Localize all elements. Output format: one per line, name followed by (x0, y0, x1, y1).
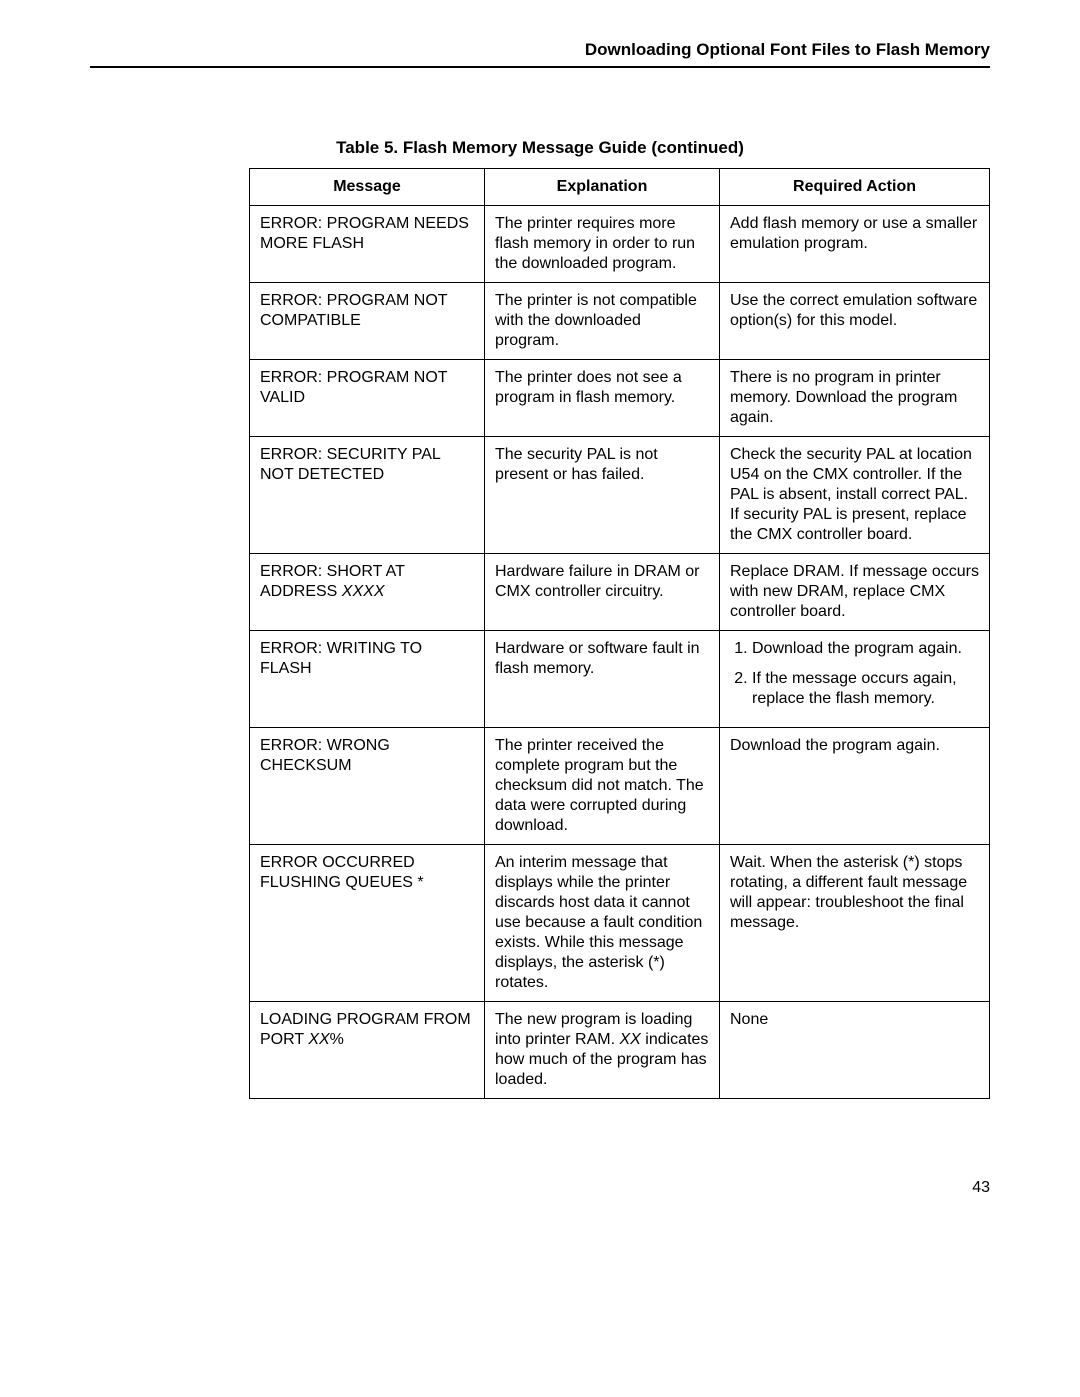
table-row: ERROR: PROGRAM NOT VALID The printer doe… (250, 360, 990, 437)
cell-action: Add flash memory or use a smaller emulat… (720, 206, 990, 283)
cell-action: Replace DRAM. If message occurs with new… (720, 554, 990, 631)
cell-message: ERROR: PROGRAM NOT COMPATIBLE (250, 283, 485, 360)
table-row: ERROR: SHORT AT ADDRESS XXXX Hardware fa… (250, 554, 990, 631)
cell-explanation: The printer requires more flash memory i… (485, 206, 720, 283)
cell-message: ERROR OCCURRED FLUSHING QUEUES * (250, 845, 485, 1002)
cell-explanation: The printer does not see a program in fl… (485, 360, 720, 437)
cell-message: ERROR: SHORT AT ADDRESS XXXX (250, 554, 485, 631)
table-caption: Table 5. Flash Memory Message Guide (con… (90, 138, 990, 158)
action-step: Download the program again. (752, 639, 979, 659)
cell-message-italic: XX (308, 1031, 329, 1048)
document-page: Downloading Optional Font Files to Flash… (0, 0, 1080, 1397)
table-row: ERROR: WRONG CHECKSUM The printer receiv… (250, 728, 990, 845)
cell-message: ERROR: SECURITY PAL NOT DETECTED (250, 437, 485, 554)
cell-action: Download the program again. (720, 728, 990, 845)
cell-explanation: The printer is not compatible with the d… (485, 283, 720, 360)
cell-message: ERROR: PROGRAM NOT VALID (250, 360, 485, 437)
cell-action: Download the program again. If the messa… (720, 631, 990, 728)
table-row: ERROR: SECURITY PAL NOT DETECTED The sec… (250, 437, 990, 554)
cell-explanation: The printer received the complete progra… (485, 728, 720, 845)
cell-action: Use the correct emulation software optio… (720, 283, 990, 360)
cell-message: ERROR: PROGRAM NEEDS MORE FLASH (250, 206, 485, 283)
action-steps-list: Download the program again. If the messa… (730, 639, 979, 709)
table-row: LOADING PROGRAM FROM PORT XX% The new pr… (250, 1002, 990, 1099)
cell-explanation: An interim message that displays while t… (485, 845, 720, 1002)
table-row: ERROR OCCURRED FLUSHING QUEUES * An inte… (250, 845, 990, 1002)
cell-message: ERROR: WRITING TO FLASH (250, 631, 485, 728)
cell-message-text: LOADING PROGRAM FROM PORT (260, 1011, 471, 1048)
cell-action: There is no program in printer memory. D… (720, 360, 990, 437)
cell-message: ERROR: WRONG CHECKSUM (250, 728, 485, 845)
action-step: If the message occurs again, replace the… (752, 669, 979, 709)
table-header-row: Message Explanation Required Action (250, 169, 990, 206)
cell-explanation-italic: XX (619, 1031, 640, 1048)
page-number: 43 (972, 1179, 990, 1197)
table-row: ERROR: PROGRAM NEEDS MORE FLASH The prin… (250, 206, 990, 283)
cell-action: Check the security PAL at location U54 o… (720, 437, 990, 554)
cell-message-italic: XXXX (342, 583, 385, 600)
table-row: ERROR: WRITING TO FLASH Hardware or soft… (250, 631, 990, 728)
col-header-action: Required Action (720, 169, 990, 206)
cell-explanation: Hardware or software fault in flash memo… (485, 631, 720, 728)
cell-message: LOADING PROGRAM FROM PORT XX% (250, 1002, 485, 1099)
cell-explanation: The security PAL is not present or has f… (485, 437, 720, 554)
cell-explanation: Hardware failure in DRAM or CMX controll… (485, 554, 720, 631)
cell-message-post: % (330, 1031, 344, 1048)
cell-explanation: The new program is loading into printer … (485, 1002, 720, 1099)
col-header-message: Message (250, 169, 485, 206)
cell-action: Wait. When the asterisk (*) stops rotati… (720, 845, 990, 1002)
cell-action: None (720, 1002, 990, 1099)
table-row: ERROR: PROGRAM NOT COMPATIBLE The printe… (250, 283, 990, 360)
col-header-explanation: Explanation (485, 169, 720, 206)
message-guide-table: Message Explanation Required Action ERRO… (249, 168, 990, 1099)
running-head: Downloading Optional Font Files to Flash… (90, 40, 990, 68)
